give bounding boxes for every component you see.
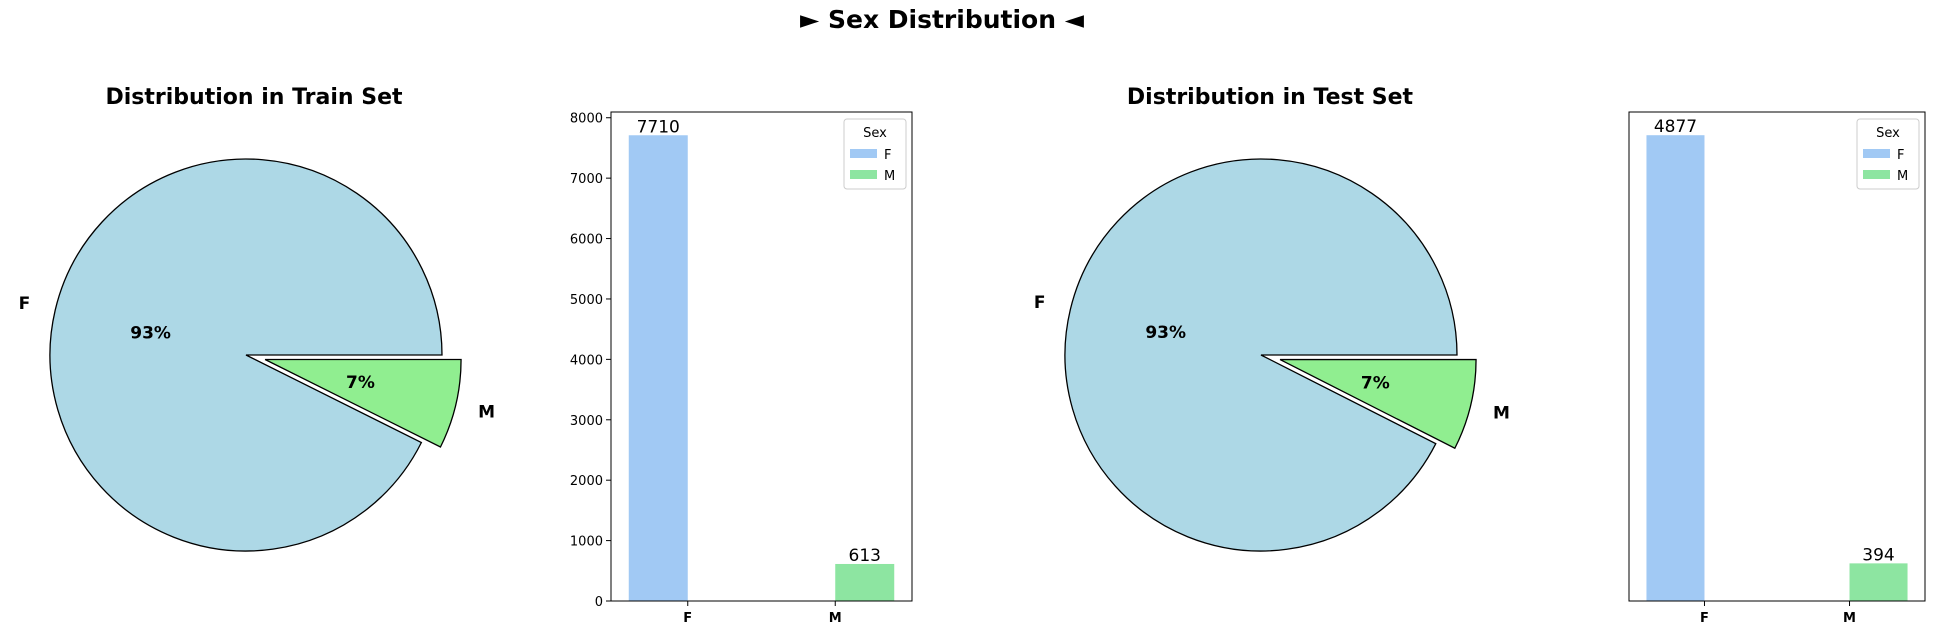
figure-suptitle: ► Sex Distribution ◄ <box>800 5 1085 34</box>
legend-swatch-M <box>850 170 877 179</box>
y-tick-label: 4000 <box>570 353 603 368</box>
pie-chart-2: Distribution in Test Set F 93% M 7% <box>1034 85 1510 552</box>
legend-title: Sex <box>1876 126 1900 141</box>
legend-swatch-F <box>850 149 877 158</box>
pie-title: Distribution in Test Set <box>1127 85 1414 110</box>
pie-label-F: F <box>1034 293 1046 313</box>
legend-title: Sex <box>863 126 887 141</box>
legend-swatch-M <box>1863 170 1890 179</box>
pie-slice-F <box>1064 158 1458 552</box>
y-tick-label: 8000 <box>570 112 603 127</box>
bar-legend: Sex FM <box>843 118 907 190</box>
pie-label-M: M <box>1493 404 1510 424</box>
bar-data-label: 4877 <box>1654 117 1697 137</box>
pie-slice-M <box>264 358 462 448</box>
legend-label-F: F <box>884 148 891 163</box>
y-tick-label: 7000 <box>570 172 603 187</box>
bar-axes-frame <box>610 111 913 602</box>
pie-title: Distribution in Train Set <box>106 85 403 110</box>
x-tick-label: M <box>1843 611 1856 626</box>
bar-F <box>628 135 688 601</box>
pie-pct-M: 7% <box>346 373 375 393</box>
bar-F <box>1646 135 1705 601</box>
pie-pct-F: 93% <box>130 324 171 344</box>
bar-axes-frame <box>1628 111 1926 602</box>
y-tick-label: 6000 <box>570 233 603 248</box>
y-tick-label: 1000 <box>570 535 603 550</box>
y-tick-label: 5000 <box>570 293 603 308</box>
bar-M <box>1849 563 1908 601</box>
y-tick-label: 0 <box>595 595 603 610</box>
pie-slice-F <box>49 158 443 552</box>
bar-data-label: 613 <box>849 546 881 566</box>
pie-chart-0: Distribution in Train Set F 93% M 7% <box>19 85 495 552</box>
pie-label-F: F <box>19 294 31 314</box>
pie-label-M: M <box>478 403 495 423</box>
pie-pct-F: 93% <box>1145 323 1186 343</box>
legend-label-F: F <box>1897 148 1904 163</box>
x-tick-label: F <box>1700 611 1709 626</box>
y-tick-label: 3000 <box>570 414 603 429</box>
pie-slice-M <box>1279 358 1477 450</box>
y-tick-label: 2000 <box>570 474 603 489</box>
legend-label-M: M <box>1897 169 1908 184</box>
bar-data-label: 394 <box>1862 545 1894 565</box>
x-tick-label: F <box>683 611 692 626</box>
bar-data-label: 7710 <box>637 117 680 137</box>
pie-pct-M: 7% <box>1361 373 1390 393</box>
legend-swatch-F <box>1863 149 1890 158</box>
bar-legend: Sex FM <box>1856 118 1920 190</box>
legend-label-M: M <box>884 169 895 184</box>
bar-M <box>835 563 895 601</box>
x-tick-label: M <box>829 611 842 626</box>
